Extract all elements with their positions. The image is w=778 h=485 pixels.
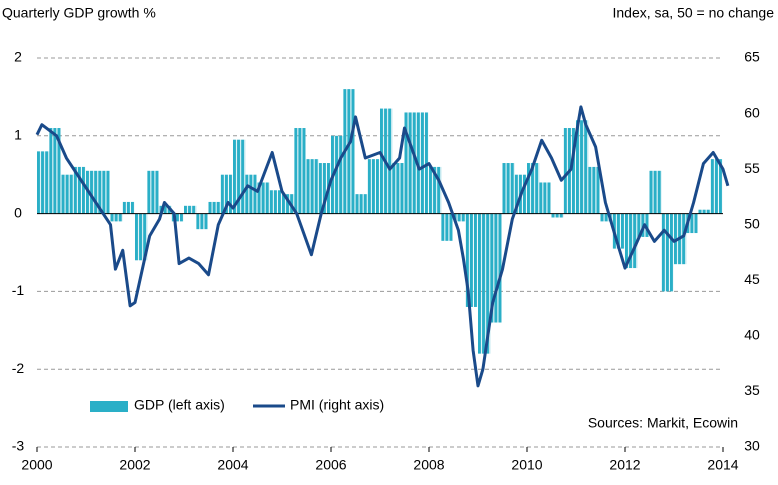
bar <box>98 170 111 214</box>
bar <box>61 174 74 214</box>
y-tick-label: 0 <box>14 204 22 220</box>
bar <box>257 182 270 214</box>
bar <box>233 139 246 214</box>
x-tick-label: 2012 <box>609 457 640 473</box>
bar <box>294 128 307 214</box>
y2-tick-label: 40 <box>744 327 760 343</box>
bar <box>208 201 221 214</box>
y2-tick-label: 35 <box>744 382 760 398</box>
bar <box>649 170 662 214</box>
y2-tick-label: 45 <box>744 271 760 287</box>
legend-swatch <box>90 401 128 412</box>
line <box>35 105 730 388</box>
source-note: Sources: Markit, Ecowin <box>588 415 738 431</box>
bar <box>710 159 723 214</box>
legend-label: GDP (left axis) <box>134 397 225 413</box>
bar <box>625 213 638 269</box>
bar <box>245 174 258 214</box>
bar <box>404 112 417 214</box>
x-tick-label: 2010 <box>511 457 542 473</box>
bar <box>588 166 601 214</box>
bar <box>122 201 135 214</box>
bar <box>465 213 478 307</box>
bar <box>478 213 491 354</box>
bar <box>37 151 50 214</box>
bar <box>441 213 454 241</box>
x-tick-label: 2004 <box>217 457 248 473</box>
legend-label: PMI (right axis) <box>290 397 384 413</box>
x-tick-label: 2000 <box>21 457 52 473</box>
bar <box>551 213 564 218</box>
bar <box>49 128 62 214</box>
y-tick-label: 1 <box>14 127 22 143</box>
bar <box>196 213 209 230</box>
y-tick-label: 2 <box>14 49 22 65</box>
bar <box>453 213 466 222</box>
bar <box>502 163 515 214</box>
y2-tick-label: 50 <box>744 215 760 231</box>
bar <box>306 159 319 214</box>
bar <box>171 213 184 222</box>
y2-tick-label: 30 <box>744 438 760 454</box>
bar <box>392 163 405 214</box>
y2-tick-label: 55 <box>744 160 760 176</box>
bar <box>600 213 613 222</box>
bar <box>147 170 160 214</box>
chart-title: Quarterly GDP growth % <box>2 5 156 21</box>
bar <box>416 112 429 214</box>
y-tick-label: -3 <box>12 438 25 454</box>
bar <box>73 166 86 214</box>
bar <box>110 213 123 222</box>
bar <box>343 89 356 214</box>
y-tick-label: -2 <box>12 360 25 376</box>
y2-tick-label: 65 <box>744 49 760 65</box>
bar <box>661 213 674 292</box>
bar <box>331 135 344 214</box>
x-tick-label: 2006 <box>315 457 346 473</box>
x-tick-label: 2002 <box>119 457 150 473</box>
bar <box>282 194 295 214</box>
y2-tick-label: 60 <box>744 104 760 120</box>
bar <box>184 205 197 214</box>
y-tick-label: -1 <box>12 282 25 298</box>
bar <box>576 120 589 214</box>
bar <box>355 194 368 214</box>
bar <box>367 159 380 214</box>
bar <box>527 163 540 214</box>
bar <box>135 213 148 261</box>
bar <box>318 163 331 214</box>
bar <box>159 205 172 214</box>
chart-subtitle: Index, sa, 50 = no change <box>612 5 774 21</box>
x-tick-label: 2008 <box>413 457 444 473</box>
bar <box>269 190 282 214</box>
bar <box>539 182 552 214</box>
bar <box>698 209 711 214</box>
x-tick-label: 2014 <box>707 457 738 473</box>
